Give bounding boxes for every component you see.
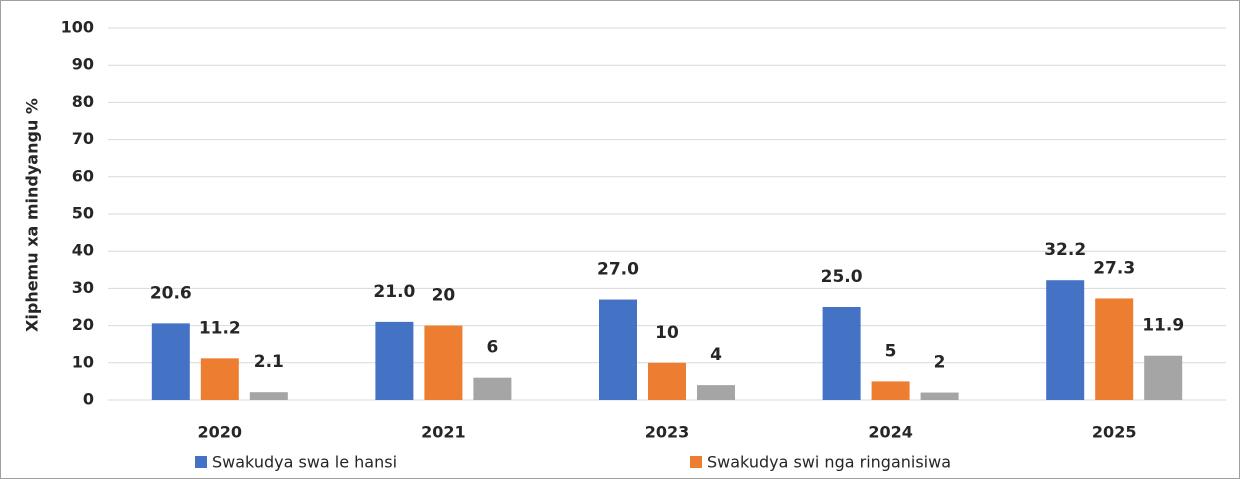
- x-tick-label: 2025: [1092, 423, 1137, 442]
- x-tick-label: 2024: [868, 423, 913, 442]
- y-axis-label: Xiphemu xa mindyangu %: [23, 98, 42, 332]
- bar: [1095, 298, 1134, 400]
- data-label: 4: [710, 345, 722, 365]
- data-label: 10: [655, 323, 679, 343]
- bar: [920, 392, 959, 400]
- bar: [822, 307, 861, 400]
- y-tick-label: 50: [72, 204, 94, 223]
- data-label: 20: [432, 286, 456, 306]
- legend-label: Swakudya swa le hansi: [212, 453, 397, 472]
- y-tick-label: 90: [72, 55, 94, 74]
- data-label: 27.0: [597, 260, 639, 280]
- bar: [249, 392, 288, 400]
- data-label: 21.0: [373, 282, 415, 302]
- y-tick-label: 20: [72, 315, 94, 334]
- y-tick-label: 0: [83, 390, 94, 409]
- data-label: 11.9: [1142, 316, 1184, 336]
- bar: [375, 321, 414, 400]
- x-tick-label: 2023: [645, 423, 690, 442]
- legend-label: Swakudya swi nga ringanisiwa: [707, 453, 951, 472]
- y-tick-label: 80: [72, 92, 94, 111]
- bar: [151, 323, 190, 400]
- legend-swatch: [690, 456, 702, 468]
- y-tick-label: 10: [72, 352, 94, 371]
- data-label: 25.0: [821, 267, 863, 287]
- bar: [599, 299, 637, 400]
- y-tick-label: 100: [61, 18, 94, 37]
- bar: [473, 377, 512, 400]
- bar: [871, 381, 910, 400]
- bar: [648, 362, 686, 400]
- x-tick-label: 2020: [198, 423, 243, 442]
- data-label: 2.1: [254, 352, 284, 372]
- data-label: 6: [486, 338, 498, 358]
- bar: [1144, 355, 1183, 400]
- y-tick-label: 70: [72, 129, 94, 148]
- data-label: 27.3: [1093, 258, 1135, 278]
- bar: [697, 385, 735, 400]
- bar: [424, 325, 463, 400]
- data-label: 2: [934, 353, 946, 373]
- data-label: 32.2: [1044, 240, 1086, 260]
- x-tick-label: 2021: [421, 423, 466, 442]
- data-label: 20.6: [150, 283, 192, 303]
- legend-swatch: [195, 456, 207, 468]
- data-label: 5: [885, 341, 897, 361]
- bar: [200, 358, 239, 400]
- y-tick-label: 40: [72, 241, 94, 260]
- y-tick-label: 30: [72, 278, 94, 297]
- y-tick-label: 60: [72, 166, 94, 185]
- data-label: 11.2: [199, 318, 241, 338]
- bar: [1046, 280, 1085, 400]
